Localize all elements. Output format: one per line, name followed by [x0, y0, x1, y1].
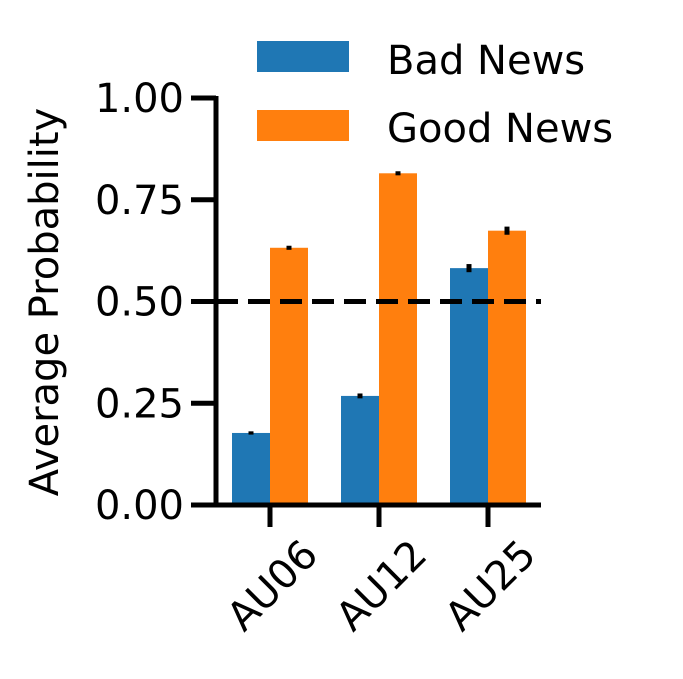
bar-good-news-au25 — [488, 230, 526, 505]
y-axis-label: Average Probability — [22, 108, 68, 496]
x-tick-label-au06: AU06 — [218, 532, 327, 641]
x-tick-label-au12: AU12 — [327, 532, 436, 641]
y-tick-label: 0.75 — [95, 178, 184, 224]
bar-bad-news-au12 — [341, 395, 379, 505]
legend: Bad News Good News — [257, 38, 613, 152]
legend-swatch-good-news — [257, 110, 349, 141]
legend-swatch-bad-news — [257, 41, 349, 72]
bar-good-news-au12 — [379, 173, 417, 506]
bar-bad-news-au06 — [232, 432, 270, 505]
y-tick-label: 0.50 — [95, 280, 184, 326]
y-tick-label: 1.00 — [95, 76, 184, 122]
x-tick-label-au25: AU25 — [436, 532, 545, 641]
legend-label-good-news: Good News — [387, 106, 613, 152]
bar-bad-news-au25 — [450, 268, 488, 505]
bar-good-news-au06 — [270, 247, 308, 505]
y-tick-label: 0.00 — [95, 483, 184, 529]
legend-label-bad-news: Bad News — [387, 38, 585, 84]
plot-area: 0.00 0.25 0.50 0.75 1.00 AU06 AU12 AU25 — [95, 76, 545, 640]
y-tick-label: 0.25 — [95, 381, 184, 427]
